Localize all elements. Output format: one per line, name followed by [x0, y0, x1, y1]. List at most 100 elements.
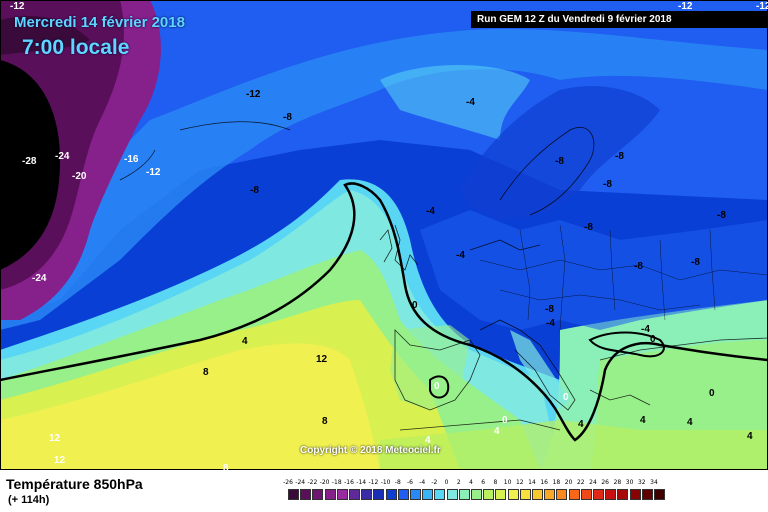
isotherm-label: -8 — [545, 304, 554, 315]
isotherm-label: -8 — [555, 156, 564, 167]
legend-tick-label: 26 — [601, 479, 609, 486]
isotherm-label: 0 — [650, 334, 656, 345]
legend-tick-label: 2 — [456, 479, 461, 486]
legend-swatch — [556, 489, 568, 500]
legend-swatch — [373, 489, 385, 500]
isotherm-label: -12 — [756, 1, 768, 12]
legend-swatch — [641, 489, 653, 500]
isotherm-label: -12 — [678, 1, 693, 12]
legend-tick-label: -24 — [295, 479, 306, 486]
legend-swatch — [654, 489, 665, 500]
legend-swatch — [532, 489, 543, 500]
legend-swatch — [446, 489, 458, 500]
isotherm-label: 0 — [502, 415, 508, 426]
legend-swatch — [568, 489, 580, 500]
isotherm-label: -12 — [10, 1, 25, 12]
legend-swatch — [312, 489, 324, 500]
isotherm-label: -24 — [55, 151, 70, 162]
variable-name: Température 850hPa — [6, 476, 143, 492]
legend-swatch — [300, 489, 312, 500]
isotherm-label: -8 — [615, 151, 624, 162]
legend-swatch — [458, 489, 470, 500]
isotherm-label: 4 — [640, 415, 646, 426]
legend-tick-label: 22 — [576, 479, 585, 486]
lead-time: (+ 114h) — [8, 494, 50, 506]
legend-tick-label: -20 — [319, 479, 330, 486]
legend-tick-label: -22 — [307, 479, 318, 486]
isotherm-label: 4 — [687, 417, 693, 428]
legend-tick-label: 16 — [540, 479, 548, 486]
legend-tick-label: 14 — [528, 479, 536, 486]
legend-swatch — [422, 489, 434, 500]
legend-tick-label: -6 — [407, 479, 413, 486]
legend-tick-label: -2 — [431, 479, 438, 486]
isotherm-label: -4 — [546, 318, 555, 329]
isotherm-label: -8 — [283, 112, 292, 123]
isotherm-label: -8 — [584, 222, 593, 233]
isotherm-label: -24 — [32, 273, 47, 284]
legend-swatch — [519, 489, 531, 500]
temperature-map — [0, 0, 768, 470]
isotherm-label: 12 — [54, 455, 66, 466]
legend-swatch — [288, 489, 299, 500]
isotherm-label: -28 — [22, 156, 37, 167]
isotherm-label: -16 — [124, 154, 139, 165]
isotherm-label: 8 — [322, 416, 328, 427]
isotherm-label: -4 — [456, 250, 465, 261]
isotherm-label: 4 — [747, 431, 753, 442]
isotherm-label: -8 — [634, 261, 643, 272]
isotherm-label: 8 — [203, 367, 209, 378]
legend-swatch — [593, 489, 604, 500]
legend-tick-label: -16 — [344, 479, 354, 486]
isotherm-label: -4 — [466, 97, 475, 108]
isotherm-label: 12 — [316, 354, 328, 365]
isotherm-label: 0 — [412, 300, 418, 311]
legend-tick-label: 24 — [589, 479, 597, 486]
isotherm-label: 8 — [223, 463, 229, 474]
legend-swatch — [605, 489, 617, 500]
legend-tick-label: 12 — [515, 479, 524, 486]
isotherm-label: 12 — [49, 433, 61, 444]
isotherm-label: 4 — [242, 336, 248, 347]
isotherm-label: -20 — [72, 171, 87, 182]
legend-tick-label: -4 — [419, 479, 426, 486]
legend-swatch — [629, 489, 641, 500]
isotherm-label: -8 — [250, 185, 259, 196]
isotherm-label: 4 — [425, 435, 431, 446]
legend-tick-label: 0 — [444, 479, 449, 486]
legend-swatch — [397, 489, 409, 500]
legend-tick-label: 28 — [613, 479, 622, 486]
legend-tick-label: 20 — [564, 479, 573, 486]
model-run-label: Run GEM 12 Z du Vendredi 9 février 2018 — [471, 11, 768, 28]
copyright-notice: Copyright © 2018 Meteociel.fr — [300, 445, 441, 456]
isotherm-label: -4 — [641, 324, 650, 335]
isotherm-label: 0 — [709, 388, 715, 399]
legend-swatch — [617, 489, 629, 500]
forecast-date: Mercredi 14 février 2018 — [14, 14, 185, 31]
legend-swatch — [349, 489, 360, 500]
legend-tick-label: 34 — [650, 479, 658, 486]
isotherm-label: -8 — [691, 257, 700, 268]
legend-swatch — [385, 489, 397, 500]
isotherm-label: -8 — [603, 179, 612, 190]
legend-swatch — [434, 489, 446, 500]
legend-swatch — [324, 489, 336, 500]
legend-tick-label: -8 — [394, 479, 401, 486]
legend-tick-label: -18 — [331, 479, 342, 486]
legend-swatch — [361, 489, 373, 500]
legend-swatch — [507, 489, 519, 500]
legend-tick-label: 6 — [481, 479, 486, 486]
legend-tick-label: -10 — [380, 479, 391, 486]
isotherm-label: 0 — [563, 392, 569, 403]
legend-swatch — [483, 489, 495, 500]
forecast-time: 7:00 locale — [22, 36, 130, 59]
legend-swatch — [580, 489, 592, 500]
legend-tick-label: 4 — [469, 479, 473, 486]
legend-swatch — [471, 489, 482, 500]
legend-tick-label: -26 — [283, 479, 293, 486]
legend-tick-label: 10 — [503, 479, 512, 486]
temperature-field — [0, 0, 768, 470]
isotherm-label: 4 — [578, 419, 584, 430]
isotherm-label: 4 — [494, 426, 500, 437]
legend-tick-label: 18 — [552, 479, 561, 486]
